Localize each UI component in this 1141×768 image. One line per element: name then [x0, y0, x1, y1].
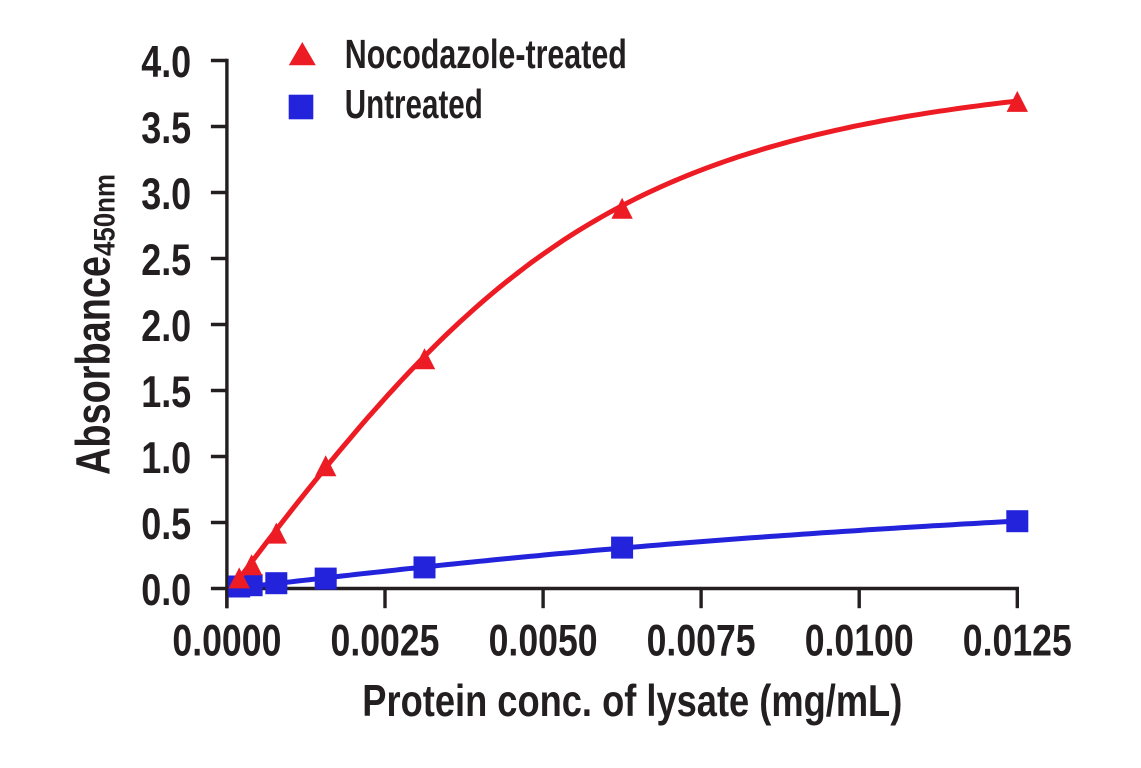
svg-text:Untreated: Untreated	[345, 81, 483, 127]
svg-text:Protein conc. of lysate (mg/mL: Protein conc. of lysate (mg/mL)	[362, 677, 902, 726]
svg-text:0.0075: 0.0075	[647, 617, 756, 666]
svg-text:2.0: 2.0	[141, 302, 191, 351]
svg-text:1.5: 1.5	[141, 368, 191, 417]
svg-text:450nm: 450nm	[89, 174, 122, 256]
svg-text:3.0: 3.0	[141, 170, 191, 219]
svg-text:0.0050: 0.0050	[489, 617, 598, 666]
svg-text:3.5: 3.5	[141, 104, 191, 153]
svg-text:0.0100: 0.0100	[805, 617, 914, 666]
svg-text:4.0: 4.0	[141, 38, 191, 87]
svg-text:0.0025: 0.0025	[331, 617, 440, 666]
svg-text:1.0: 1.0	[141, 434, 191, 483]
svg-text:Nocodazole-treated: Nocodazole-treated	[345, 31, 627, 77]
svg-text:2.5: 2.5	[141, 236, 191, 285]
svg-text:0.0000: 0.0000	[172, 617, 281, 666]
svg-text:0.0: 0.0	[141, 566, 191, 615]
svg-text:Absorbance: Absorbance	[67, 256, 121, 475]
svg-text:0.0125: 0.0125	[963, 617, 1072, 666]
svg-text:0.5: 0.5	[141, 500, 191, 549]
